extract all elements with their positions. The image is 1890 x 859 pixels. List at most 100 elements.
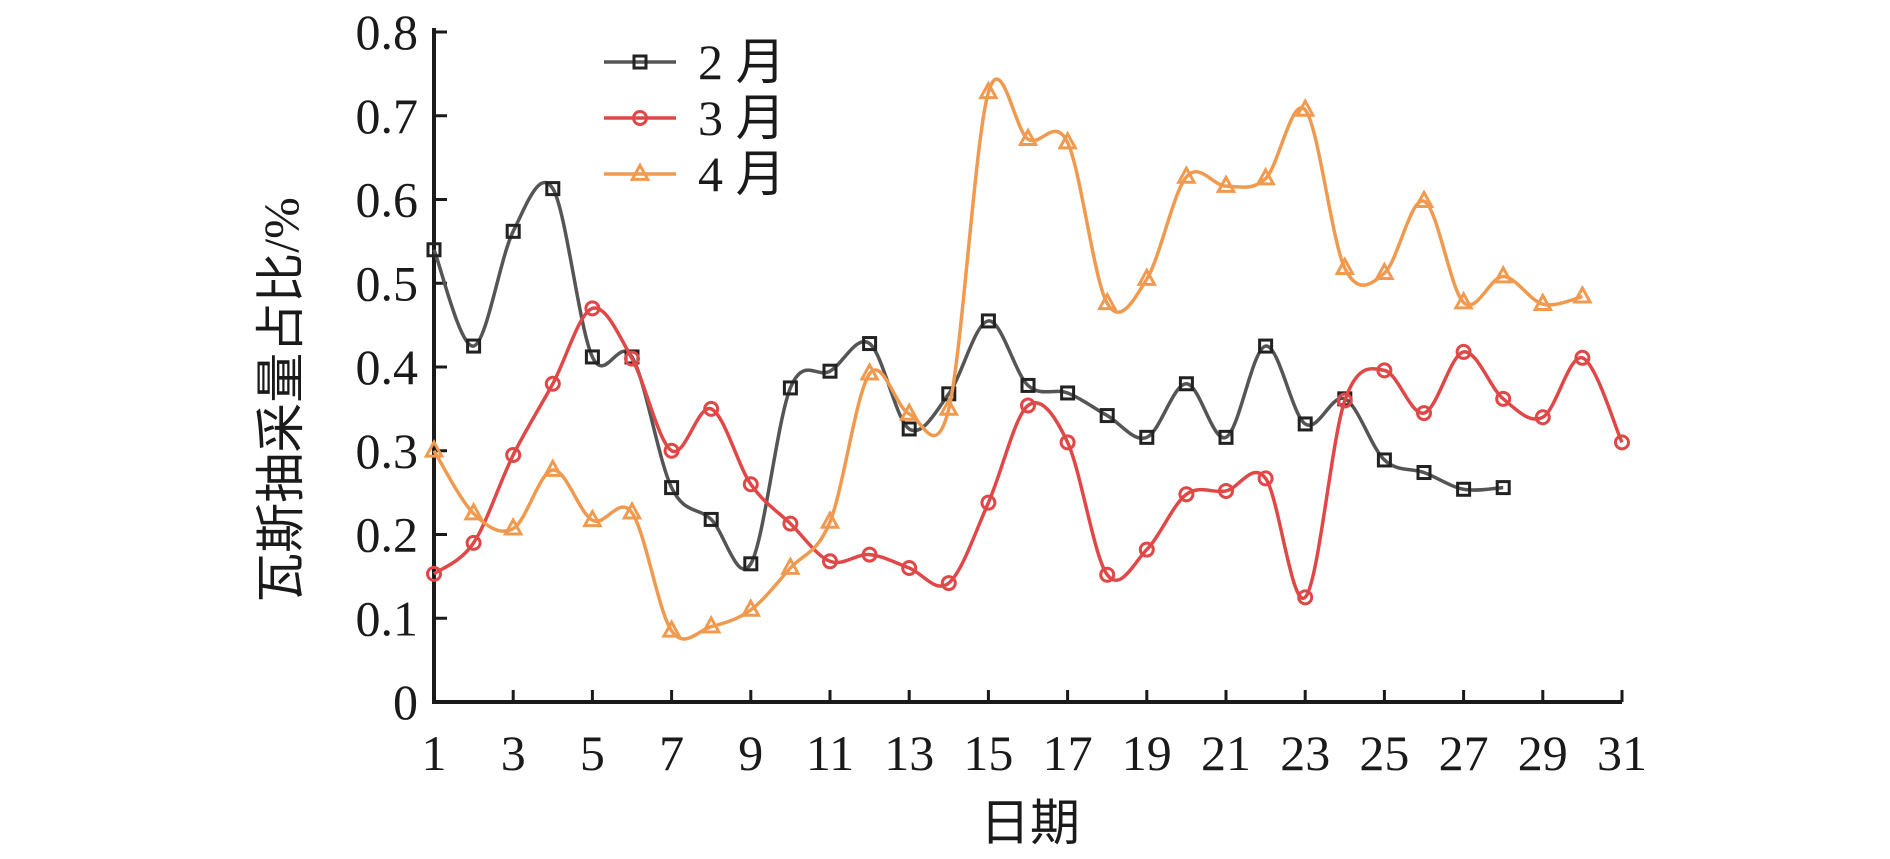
data-point — [1614, 434, 1630, 451]
data-point — [621, 500, 643, 520]
legend-label: 2 月 — [698, 34, 786, 90]
data-point — [1416, 405, 1432, 422]
data-point — [1334, 256, 1356, 275]
legend-item: 3 月 — [604, 90, 786, 146]
data-point — [780, 556, 801, 575]
data-point — [901, 560, 918, 576]
data-point — [1257, 470, 1274, 487]
data-point — [980, 313, 996, 329]
data-point — [505, 446, 522, 463]
series-line — [432, 77, 1583, 641]
legend-marker — [632, 110, 648, 126]
y-tick-label: 0.3 — [356, 423, 419, 479]
data-point — [1294, 98, 1316, 117]
data-point — [743, 556, 759, 572]
data-point — [423, 438, 445, 458]
data-point — [940, 575, 957, 592]
data-point — [663, 442, 680, 459]
data-point — [938, 397, 960, 416]
x-tick-label: 29 — [1518, 725, 1568, 781]
x-axis-ticks: 1 3 5 7 9 11 13 15 17 19 21 23 25 27 29 31 — [422, 690, 1647, 781]
data-point — [862, 336, 878, 352]
data-point — [1218, 429, 1234, 445]
data-point — [1138, 541, 1155, 558]
data-point — [1178, 486, 1195, 503]
y-tick-label: 0.6 — [356, 172, 419, 228]
data-point — [1456, 481, 1472, 497]
legend: 2 月3 月4 月 — [604, 34, 786, 202]
series-layer — [423, 77, 1630, 641]
x-tick-label: 7 — [659, 725, 684, 781]
data-point — [1258, 338, 1274, 354]
data-point — [1218, 482, 1234, 499]
data-point — [822, 553, 838, 570]
data-point — [1413, 189, 1435, 208]
series-line — [432, 306, 1624, 600]
data-point — [584, 349, 600, 365]
data-point — [1453, 290, 1474, 310]
data-point — [542, 458, 564, 477]
data-point — [1096, 291, 1118, 311]
y-axis-ticks: 0 0.1 0.2 0.3 0.4 0.5 0.6 0.7 0.8 — [356, 4, 447, 730]
x-tick-label: 27 — [1439, 725, 1489, 781]
data-point — [703, 511, 719, 527]
data-point — [901, 421, 917, 437]
data-point — [426, 565, 442, 582]
data-point — [664, 480, 680, 496]
data-point — [1297, 589, 1314, 606]
legend-item: 2 月 — [604, 34, 786, 90]
data-point — [545, 181, 561, 197]
data-point — [1416, 465, 1432, 481]
y-tick-label: 0.7 — [356, 88, 419, 144]
x-tick-label: 3 — [501, 725, 526, 781]
series-3 — [423, 77, 1593, 641]
data-point — [1099, 566, 1116, 583]
data-point — [978, 80, 999, 100]
y-tick-label: 0.2 — [356, 507, 419, 563]
y-axis-title: 瓦斯抽采量占比/% — [253, 197, 309, 603]
data-point — [1020, 397, 1036, 414]
data-point — [624, 350, 640, 367]
data-point — [505, 223, 521, 239]
data-point — [1455, 343, 1472, 360]
data-point — [1139, 429, 1155, 445]
y-tick-label: 0.5 — [356, 255, 419, 311]
data-point — [1297, 416, 1313, 432]
data-point — [1574, 349, 1591, 366]
legend-item: 4 月 — [604, 146, 786, 202]
x-tick-label: 25 — [1359, 725, 1409, 781]
data-point — [426, 242, 442, 258]
data-point — [502, 516, 524, 536]
data-point — [584, 300, 601, 317]
x-tick-label: 19 — [1122, 725, 1172, 781]
data-point — [1060, 385, 1076, 401]
data-point — [465, 534, 482, 551]
data-point — [1136, 267, 1158, 286]
x-tick-label: 5 — [580, 725, 605, 781]
data-point — [819, 510, 841, 529]
data-point — [1572, 284, 1593, 304]
x-tick-label: 9 — [738, 725, 763, 781]
data-point — [661, 619, 682, 638]
data-point — [1495, 480, 1511, 496]
data-point — [822, 363, 838, 379]
data-point — [1099, 408, 1115, 424]
data-point — [1495, 390, 1512, 407]
y-tick-label: 0.4 — [356, 339, 419, 395]
y-tick-label: 0 — [393, 674, 418, 730]
x-tick-label: 11 — [806, 725, 854, 781]
x-axis-title: 日期 — [980, 795, 1080, 851]
series-1 — [426, 180, 1511, 572]
data-point — [1057, 130, 1078, 150]
y-tick-label: 0.8 — [356, 4, 419, 60]
data-point — [700, 614, 722, 634]
data-point — [463, 501, 484, 521]
x-tick-label: 17 — [1043, 725, 1093, 781]
data-point — [1176, 165, 1197, 184]
data-point — [861, 546, 878, 563]
x-tick-label: 13 — [884, 725, 934, 781]
data-point — [740, 598, 762, 617]
data-point — [1020, 377, 1036, 393]
data-point — [466, 338, 482, 354]
